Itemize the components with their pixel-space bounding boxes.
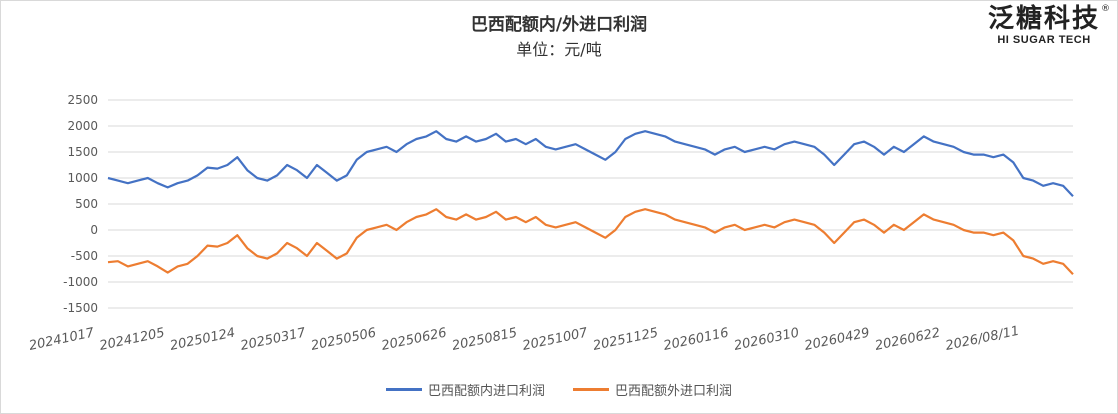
x-tick-label: 20241017 — [28, 325, 97, 354]
x-tick-label: 20260429 — [803, 325, 871, 353]
legend-label-foreign: 巴西配额外进口利润 — [615, 384, 733, 399]
chart-title: 巴西配额内/外进口利润 — [470, 15, 648, 35]
registered-mark: ® — [1101, 4, 1110, 14]
x-tick-label: 20250626 — [380, 325, 448, 353]
x-tick-label: 20260116 — [662, 325, 730, 353]
series-line-1 — [107, 208, 1074, 275]
x-tick-label: 20241205 — [98, 325, 166, 353]
gridlines — [108, 99, 1073, 309]
y-tick-label: 1000 — [67, 171, 98, 185]
series-layer — [107, 130, 1074, 275]
brand-name-cn: 泛糖科技 — [987, 4, 1100, 34]
legend: 巴西配额内进口利润 巴西配额外进口利润 — [0, 380, 1118, 399]
y-tick-label: 2500 — [67, 93, 98, 107]
x-tick-label: 20251007 — [521, 325, 590, 354]
x-tick-label: 20250506 — [310, 325, 378, 353]
x-tick-label: 2026/08/11 — [944, 324, 1020, 354]
chart-subtitle: 单位：元/吨 — [516, 40, 602, 59]
y-axis: 2500 2000 1500 1000 500 0 -500 -1000 -1500 — [63, 93, 98, 315]
y-tick-label: 2000 — [67, 119, 98, 133]
brand-logo: 泛糖科技 HI SUGAR TECH ® — [984, 4, 1110, 46]
legend-item-domestic[interactable]: 巴西配额内进口利润 — [385, 380, 545, 399]
legend-label-domestic: 巴西配额内进口利润 — [427, 384, 545, 399]
y-tick-label: 0 — [90, 223, 98, 237]
y-tick-label: -1000 — [63, 275, 98, 289]
x-tick-label: 20250124 — [169, 325, 237, 353]
series-line-0 — [107, 130, 1074, 197]
y-tick-label: 1500 — [67, 145, 98, 159]
legend-item-foreign[interactable]: 巴西配额外进口利润 — [573, 380, 732, 399]
x-tick-label: 20251125 — [592, 325, 660, 353]
x-tick-label: 20250317 — [239, 325, 308, 354]
y-tick-label: 500 — [75, 197, 98, 211]
y-tick-label: -500 — [71, 249, 98, 263]
x-tick-label: 20260310 — [733, 325, 801, 353]
brand-name-en: HI SUGAR TECH — [997, 34, 1091, 46]
x-axis: 20241017 20241205 20250124 20250317 20250506… — [28, 324, 1021, 354]
y-tick-label: -1500 — [63, 301, 98, 315]
x-tick-label: 20260622 — [874, 325, 942, 353]
x-tick-label: 20250815 — [451, 325, 519, 353]
legend-swatch-foreign — [573, 388, 609, 391]
legend-swatch-domestic — [385, 388, 422, 391]
